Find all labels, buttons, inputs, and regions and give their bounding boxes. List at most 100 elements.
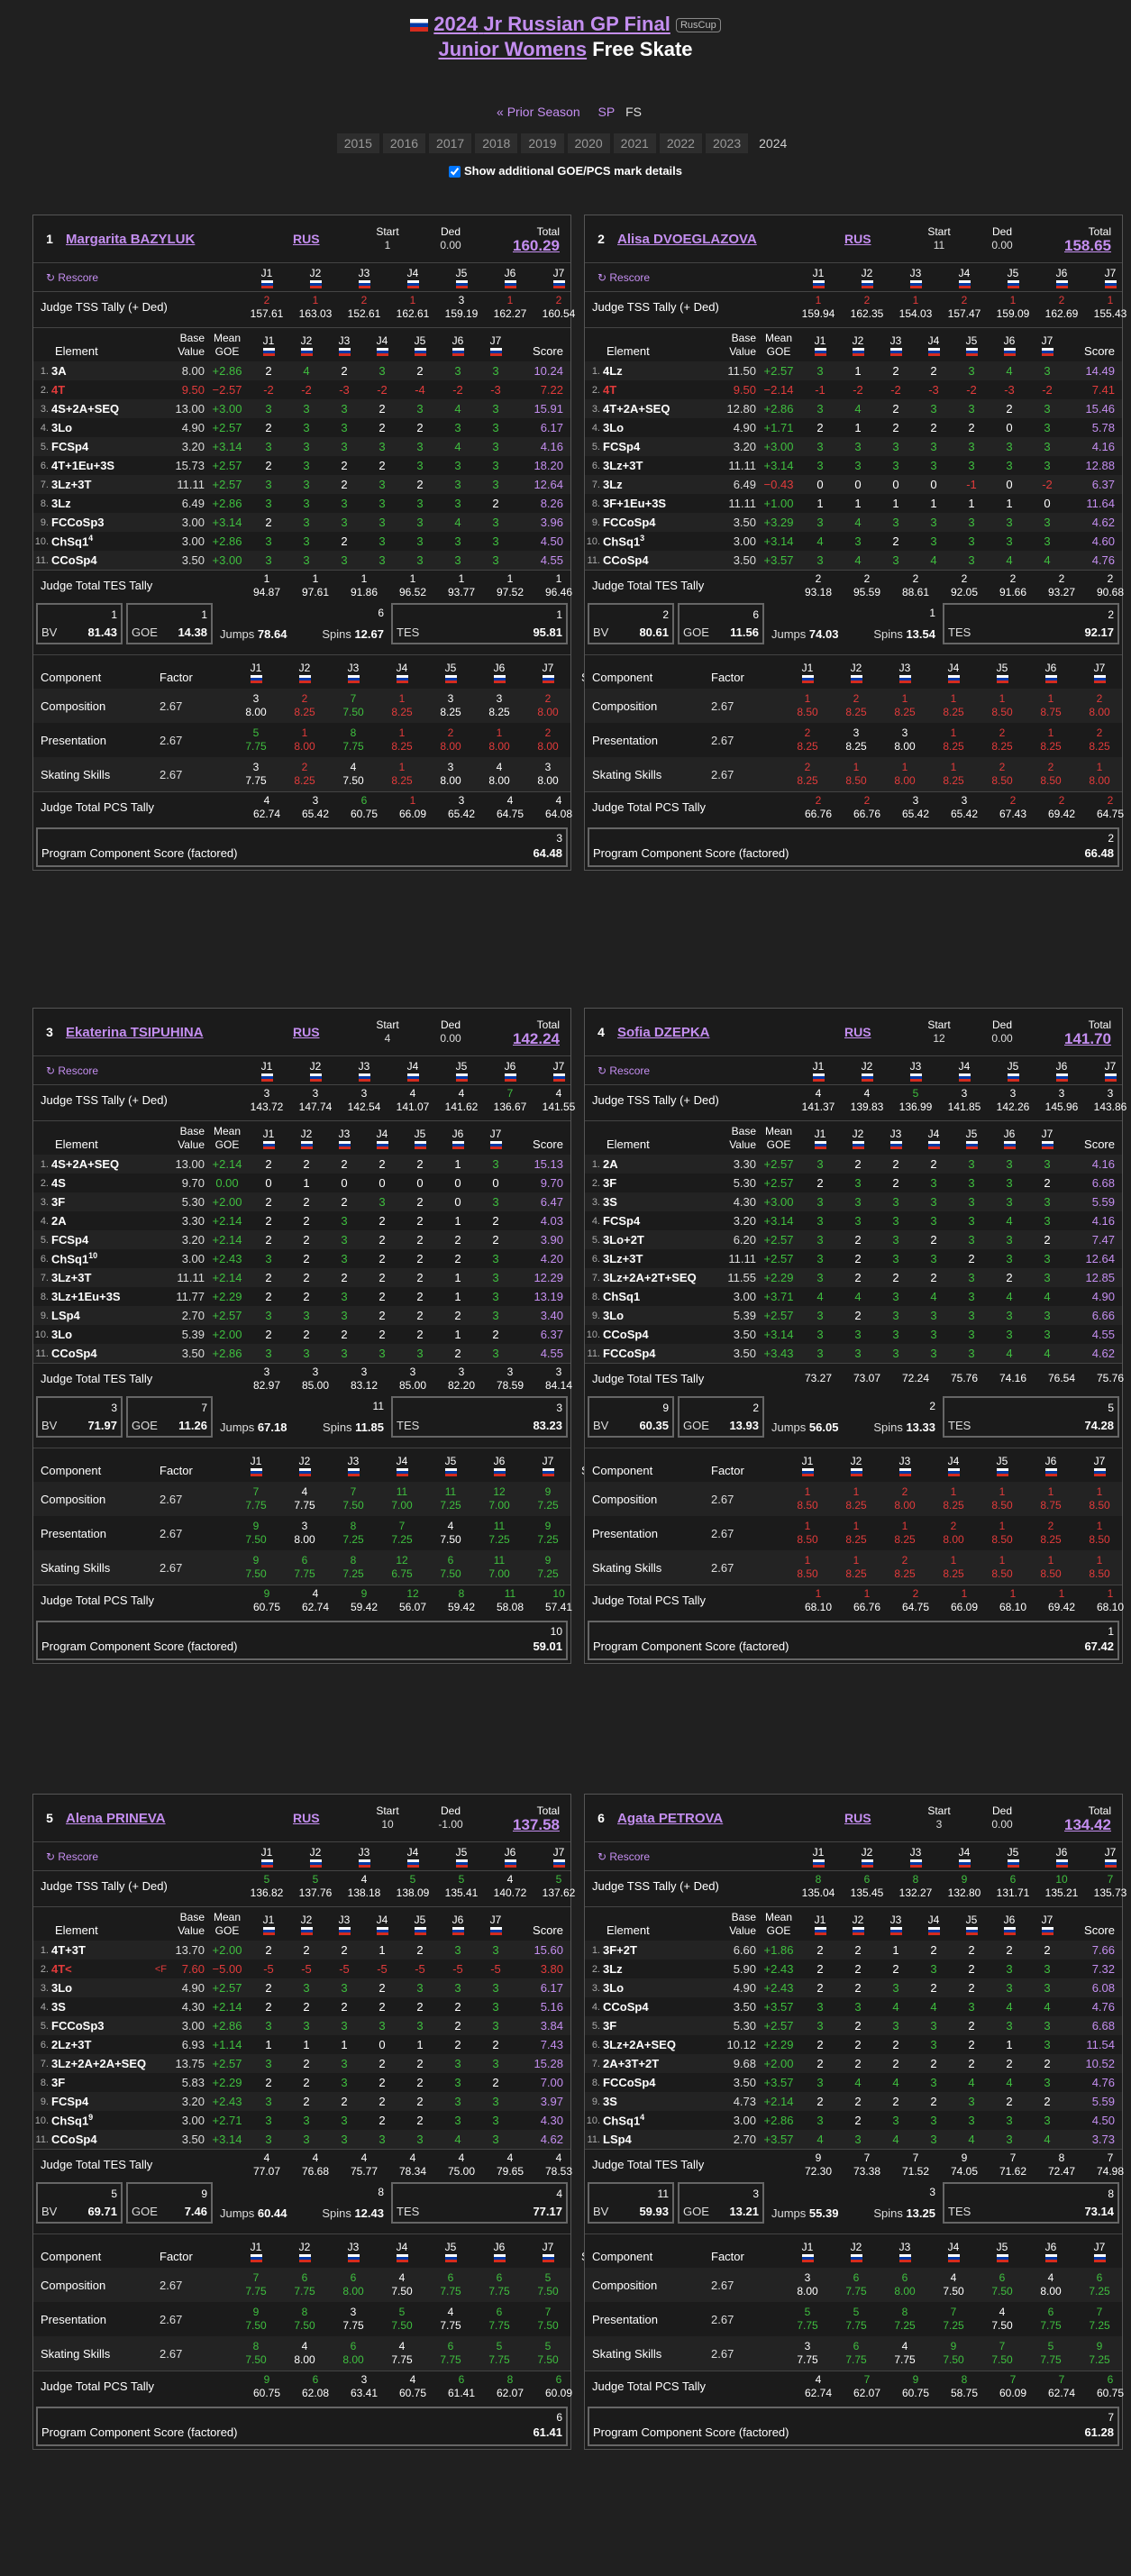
- skater-6-el-score[interactable]: 10.52: [1085, 2057, 1115, 2070]
- skater-5-el-score[interactable]: 15.60: [534, 1943, 563, 1957]
- skater-4-el-score[interactable]: 5.59: [1091, 1195, 1115, 1209]
- skater-2-el-score[interactable]: 14.49: [1085, 364, 1115, 378]
- skater-2-name[interactable]: Alisa DVOEGLAZOVA: [617, 231, 757, 247]
- skater-6-el-score[interactable]: 6.68: [1091, 2019, 1115, 2032]
- skater-6-el-score[interactable]: 11.54: [1086, 2038, 1115, 2051]
- skater-1-total-value[interactable]: 160.29: [513, 237, 560, 254]
- skater-2-rescore-link[interactable]: ↻ Rescore: [597, 270, 651, 284]
- skater-3-el-score[interactable]: 9.70: [540, 1176, 563, 1190]
- skater-5-el-score[interactable]: 3.97: [540, 2095, 563, 2108]
- skater-6-el-score[interactable]: 7.32: [1091, 1962, 1115, 1976]
- event-badge[interactable]: RusCup: [675, 18, 721, 33]
- skater-1-el-score[interactable]: 8.26: [540, 497, 563, 510]
- skater-2-el-score[interactable]: 4.62: [1091, 516, 1115, 529]
- skater-2-total-value[interactable]: 158.65: [1064, 237, 1111, 254]
- skater-5-rescore-link[interactable]: ↻ Rescore: [46, 1850, 99, 1863]
- event-title-link[interactable]: 2024 Jr Russian GP Final: [433, 13, 670, 35]
- season-2017[interactable]: 2017: [429, 133, 472, 153]
- skater-1-el-score[interactable]: 6.17: [540, 421, 563, 434]
- skater-4-el-score[interactable]: 12.85: [1085, 1271, 1115, 1284]
- skater-6-el-score[interactable]: 4.76: [1091, 2000, 1115, 2014]
- season-2016[interactable]: 2016: [382, 133, 426, 153]
- skater-4-total-value[interactable]: 141.70: [1064, 1030, 1111, 1047]
- skater-1-el-score[interactable]: 10.24: [534, 364, 563, 378]
- skater-1-el-score[interactable]: 15.91: [534, 402, 563, 416]
- skater-1-name[interactable]: Margarita BAZYLUK: [66, 231, 196, 247]
- skater-6-rescore-link[interactable]: ↻ Rescore: [597, 1850, 651, 1863]
- skater-4-rescore-link[interactable]: ↻ Rescore: [597, 1064, 651, 1077]
- skater-4-nation[interactable]: RUS: [844, 1025, 871, 1039]
- skater-4-el-score[interactable]: 12.64: [1085, 1252, 1115, 1265]
- goe-detail-toggle[interactable]: Show additional GOE/PCS mark details: [0, 164, 1131, 178]
- skater-1-nation[interactable]: RUS: [293, 232, 320, 246]
- skater-6-el-score[interactable]: 5.59: [1091, 2095, 1115, 2108]
- skater-1-el-score[interactable]: 18.20: [534, 459, 563, 472]
- skater-5-name[interactable]: Alena PRINEVA: [66, 1810, 166, 1826]
- skater-3-name[interactable]: Ekaterina TSIPUHINA: [66, 1024, 204, 1040]
- skater-5-el-score[interactable]: 3.80: [540, 1962, 563, 1976]
- skater-5-total-value[interactable]: 137.58: [513, 1816, 560, 1833]
- skater-2-el-score[interactable]: 4.60: [1091, 534, 1115, 548]
- skater-5-el-score[interactable]: 6.17: [540, 1981, 563, 1995]
- skater-3-total-value[interactable]: 142.24: [513, 1030, 560, 1047]
- skater-5-el-score[interactable]: 4.62: [540, 2133, 563, 2146]
- season-2022[interactable]: 2022: [659, 133, 702, 153]
- skater-5-el-score[interactable]: 7.00: [540, 2076, 563, 2089]
- skater-4-name[interactable]: Sofia DZEPKA: [617, 1024, 710, 1040]
- skater-1-el-score[interactable]: 12.64: [534, 478, 563, 491]
- skater-1-el-score[interactable]: 4.50: [540, 534, 563, 548]
- skater-6-el-score[interactable]: 7.66: [1091, 1943, 1115, 1957]
- skater-3-nation[interactable]: RUS: [293, 1025, 320, 1039]
- skater-5-el-score[interactable]: 5.16: [540, 2000, 563, 2014]
- skater-6-el-score[interactable]: 6.08: [1091, 1981, 1115, 1995]
- skater-5-nation[interactable]: RUS: [293, 1811, 320, 1825]
- skater-1-el-score[interactable]: 4.16: [540, 440, 563, 453]
- skater-2-el-score[interactable]: 5.78: [1091, 421, 1115, 434]
- season-2015[interactable]: 2015: [336, 133, 379, 153]
- skater-1-el-score[interactable]: 7.22: [540, 383, 563, 397]
- skater-4-el-score[interactable]: 7.47: [1091, 1233, 1115, 1247]
- skater-1-el-score[interactable]: 3.96: [540, 516, 563, 529]
- season-2023[interactable]: 2023: [705, 133, 749, 153]
- skater-6-el-score[interactable]: 4.76: [1091, 2076, 1115, 2089]
- skater-1-el-score[interactable]: 4.55: [540, 553, 563, 567]
- skater-3-el-score[interactable]: 6.37: [540, 1328, 563, 1341]
- skater-6-el-score[interactable]: 4.50: [1091, 2114, 1115, 2127]
- skater-5-el-score[interactable]: 15.28: [534, 2057, 563, 2070]
- skater-2-el-score[interactable]: 15.46: [1085, 402, 1115, 416]
- skater-3-el-score[interactable]: 15.13: [534, 1157, 563, 1171]
- skater-3-el-score[interactable]: 6.47: [540, 1195, 563, 1209]
- skater-6-name[interactable]: Agata PETROVA: [617, 1810, 724, 1826]
- skater-2-el-score[interactable]: 7.41: [1091, 383, 1115, 397]
- sp-link[interactable]: SP: [597, 105, 616, 119]
- skater-3-rescore-link[interactable]: ↻ Rescore: [46, 1064, 99, 1077]
- goe-detail-checkbox[interactable]: [449, 166, 461, 178]
- skater-5-el-score[interactable]: 7.43: [540, 2038, 563, 2051]
- skater-3-el-score[interactable]: 13.19: [534, 1290, 563, 1303]
- skater-2-el-score[interactable]: 11.64: [1086, 497, 1115, 510]
- skater-3-el-score[interactable]: 4.55: [540, 1347, 563, 1360]
- season-2019[interactable]: 2019: [521, 133, 564, 153]
- prior-season-link[interactable]: « Prior Season: [497, 105, 580, 119]
- skater-3-el-score[interactable]: 4.20: [540, 1252, 563, 1265]
- skater-3-el-score[interactable]: 3.90: [540, 1233, 563, 1247]
- category-link[interactable]: Junior Womens: [438, 38, 588, 60]
- skater-4-el-score[interactable]: 6.66: [1091, 1309, 1115, 1322]
- season-2018[interactable]: 2018: [475, 133, 518, 153]
- skater-4-el-score[interactable]: 4.16: [1091, 1157, 1115, 1171]
- skater-2-el-score[interactable]: 4.16: [1091, 440, 1115, 453]
- skater-3-el-score[interactable]: 4.03: [540, 1214, 563, 1228]
- skater-4-el-score[interactable]: 4.90: [1091, 1290, 1115, 1303]
- skater-4-el-score[interactable]: 4.16: [1091, 1214, 1115, 1228]
- skater-5-el-score[interactable]: 4.30: [540, 2114, 563, 2127]
- skater-4-el-score[interactable]: 4.62: [1091, 1347, 1115, 1360]
- skater-4-el-score[interactable]: 6.68: [1091, 1176, 1115, 1190]
- skater-3-el-score[interactable]: 3.40: [540, 1309, 563, 1322]
- skater-3-el-score[interactable]: 12.29: [534, 1271, 563, 1284]
- skater-1-rescore-link[interactable]: ↻ Rescore: [46, 270, 99, 284]
- skater-2-el-score[interactable]: 4.76: [1091, 553, 1115, 567]
- skater-5-el-score[interactable]: 3.84: [540, 2019, 563, 2032]
- skater-2-el-score[interactable]: 6.37: [1091, 478, 1115, 491]
- skater-6-total-value[interactable]: 134.42: [1064, 1816, 1111, 1833]
- skater-6-el-score[interactable]: 3.73: [1091, 2133, 1115, 2146]
